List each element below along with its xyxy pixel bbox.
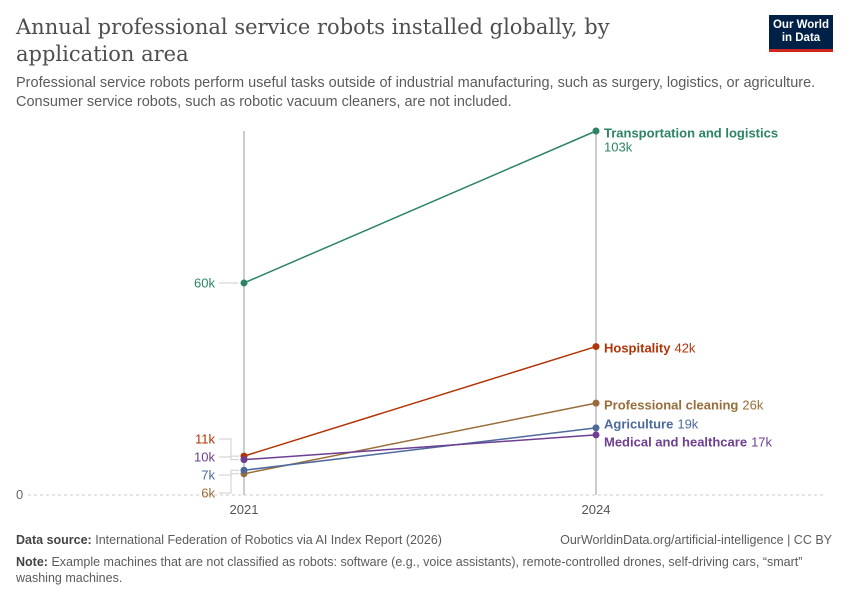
data-point — [592, 431, 600, 439]
series-line — [243, 427, 597, 472]
series-name: Hospitality — [604, 341, 671, 356]
series-name: Transportation and logistics — [604, 126, 778, 141]
left-value-label: 6k — [201, 486, 215, 501]
data-point — [592, 343, 600, 351]
label-connector — [219, 469, 239, 476]
right-value-label: 42k — [674, 341, 695, 356]
series-name: Medical and healthcare — [604, 435, 747, 450]
data-source: Data source: International Federation of… — [16, 533, 442, 547]
data-point — [592, 399, 600, 407]
series-line — [243, 434, 597, 461]
y-tick-label: 0 — [16, 487, 23, 502]
left-value-label: 7k — [201, 468, 215, 483]
chart-title: Annual professional service robots insta… — [16, 15, 610, 66]
series-line — [243, 130, 597, 284]
series-label: Hospitality 42k — [604, 341, 696, 356]
x-tick-label: 2021 — [230, 502, 259, 517]
right-value-label: 26k — [742, 398, 763, 413]
right-value-label: 103k — [604, 140, 633, 155]
series-label: Agriculture 19k — [604, 417, 699, 432]
series-name: Agriculture — [604, 417, 673, 432]
x-tick-label: 2024 — [582, 502, 611, 517]
series-label: Professional cleaning 26k — [604, 398, 764, 413]
left-value-label: 10k — [194, 450, 215, 465]
source-url[interactable]: OurWorldinData.org/artificial-intelligen… — [560, 533, 832, 547]
series-label: Medical and healthcare 17k — [604, 435, 773, 450]
note-text: Example machines that are not classified… — [16, 555, 803, 585]
source-text: International Federation of Robotics via… — [95, 533, 442, 547]
series-line — [243, 345, 597, 457]
data-point — [240, 456, 248, 464]
note: Note: Example machines that are not clas… — [16, 554, 826, 586]
left-value-label: 60k — [194, 275, 215, 290]
right-value-label: 19k — [677, 417, 698, 432]
data-point — [240, 466, 248, 474]
chart-subtitle: Professional service robots perform usef… — [16, 75, 816, 110]
series-label: Transportation and logistics 103k — [604, 126, 778, 155]
label-connector — [219, 473, 239, 494]
note-label: Note: — [16, 555, 48, 569]
series-line — [243, 402, 597, 475]
owid-logo[interactable]: Our World in Data — [769, 15, 833, 52]
data-point — [240, 279, 248, 287]
left-value-label: 11k — [195, 432, 215, 447]
data-point — [592, 424, 600, 432]
label-connector — [219, 456, 239, 461]
source-label: Data source: — [16, 533, 92, 547]
data-point — [592, 127, 600, 135]
right-value-label: 17k — [751, 435, 772, 450]
label-connector — [219, 438, 239, 457]
series-name: Professional cleaning — [604, 398, 738, 413]
